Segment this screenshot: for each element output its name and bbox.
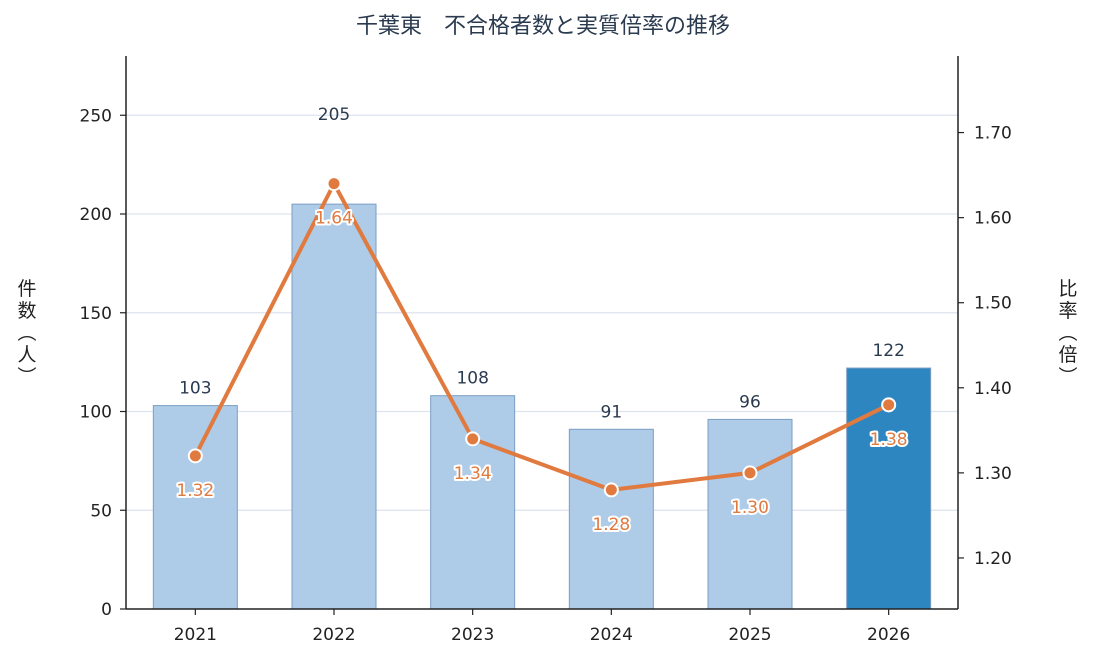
y-tick-label-left: 200: [80, 205, 112, 225]
ratio-point: [603, 482, 619, 498]
bar-value-label: 122: [872, 341, 904, 361]
chart-title: 千葉東 不合格者数と実質倍率の推移: [356, 14, 730, 39]
y-tick-label-right: 1.20: [974, 549, 1012, 569]
y-axis-label-right: 比率︵倍︶: [1058, 278, 1077, 388]
bar-value-labels: 103 205 108 91 96 122: [179, 105, 905, 422]
y-tick-label-right: 1.30: [974, 464, 1012, 484]
y-tick-label-left: 250: [80, 106, 112, 126]
y-tick-label-right: 1.40: [974, 379, 1012, 399]
x-tick-label: 2026: [867, 625, 910, 645]
bar-value-label: 108: [456, 369, 488, 389]
x-tick-label: 2023: [451, 625, 494, 645]
y-axis-label-right-text: 比率︵倍︶: [1058, 278, 1077, 388]
ratio-value-label: 1.28: [592, 515, 630, 535]
bar-value-label: 205: [318, 105, 350, 125]
y-tick-label-left: 150: [80, 304, 112, 324]
y-tick-label-right: 1.50: [974, 294, 1012, 314]
bar: [152, 405, 238, 610]
ratio-value-label: 1.34: [454, 464, 492, 484]
bar: [291, 203, 377, 610]
bar-value-label: 103: [179, 379, 211, 399]
ratio-point: [465, 431, 481, 447]
axes: [125, 56, 959, 610]
ratio-value-label: 1.32: [176, 481, 214, 501]
ratio-line: 1.32 1.64 1.34 1.28 1.30 1.38: [174, 176, 910, 537]
ratio-value-label: 1.30: [731, 498, 769, 518]
ratio-value-label: 1.64: [315, 209, 353, 229]
bar-value-label: 96: [739, 392, 761, 412]
grid-lines: [126, 114, 958, 511]
x-tick-label: 2025: [728, 625, 771, 645]
x-tick-label: 2024: [590, 625, 633, 645]
bar: [430, 395, 516, 610]
bar-value-label: 91: [601, 402, 623, 422]
y-tick-label-left: 0: [101, 600, 112, 620]
ratio-point: [881, 397, 897, 413]
ratio-line-path: [193, 181, 890, 492]
x-tick-label: 2022: [312, 625, 355, 645]
tick-labels: 0 50 100 150 200 250 1.20 1.30 1.40 1.50 1.60 1.70 2…: [80, 106, 1012, 645]
bars: [152, 203, 932, 610]
ratio-value-label: 1.38: [870, 430, 908, 450]
x-tick-label: 2021: [174, 625, 217, 645]
ratio-point: [742, 465, 758, 481]
y-tick-label-left: 100: [80, 403, 112, 423]
ratio-point: [187, 448, 203, 464]
ratio-point: [326, 176, 342, 192]
y-axis-label-left-text: 件数︵人︶: [17, 278, 36, 388]
y-axis-label-left: 件数︵人︶: [17, 278, 36, 388]
y-tick-label-right: 1.70: [974, 124, 1012, 144]
bar: [568, 428, 654, 610]
y-tick-label-left: 50: [90, 501, 112, 521]
y-tick-label-right: 1.60: [974, 209, 1012, 229]
